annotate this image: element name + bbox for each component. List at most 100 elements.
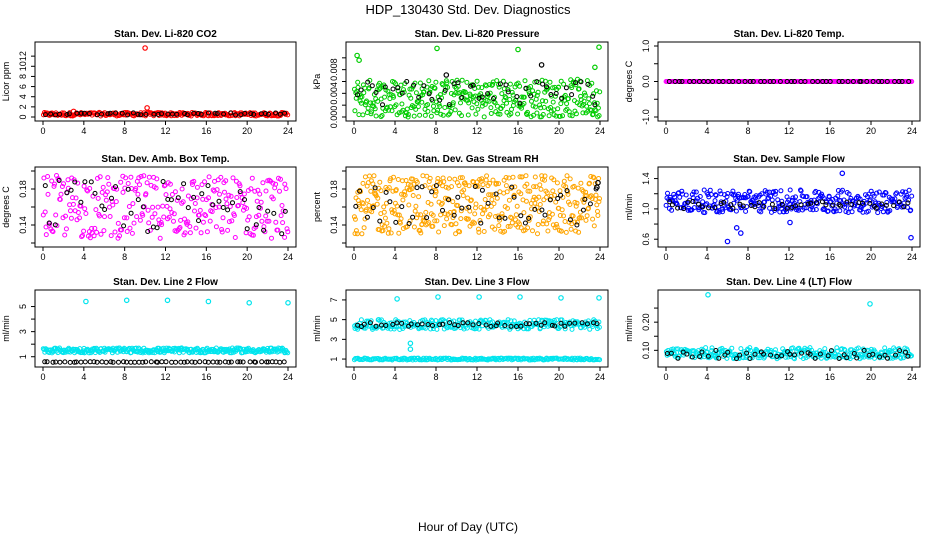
data-point <box>572 320 578 326</box>
data-point <box>534 92 540 98</box>
data-point <box>389 207 395 213</box>
data-point <box>263 213 269 219</box>
data-point <box>131 220 137 226</box>
data-point <box>840 187 845 193</box>
data-point <box>382 215 388 221</box>
data-point <box>67 359 73 365</box>
data-point <box>703 345 709 351</box>
data-point <box>121 215 127 221</box>
data-point <box>91 233 97 239</box>
data-point <box>773 188 779 194</box>
data-point <box>470 82 476 88</box>
data-point <box>143 111 149 117</box>
data-point <box>419 184 425 190</box>
data-point <box>99 111 104 117</box>
data-point <box>441 223 447 229</box>
data-point <box>121 359 126 365</box>
x-tick-label: 12 <box>472 252 482 262</box>
data-point <box>49 350 55 356</box>
data-point <box>219 229 225 235</box>
data-point <box>505 89 511 95</box>
data-point <box>867 200 873 206</box>
data-point <box>424 173 430 179</box>
x-tick-label: 12 <box>784 126 794 136</box>
data-point <box>808 200 814 206</box>
data-point <box>428 113 434 119</box>
data-point <box>446 102 452 108</box>
data-point <box>459 77 465 83</box>
data-point <box>478 220 484 226</box>
series-5-min <box>352 44 603 120</box>
data-point <box>519 105 524 111</box>
data-point <box>517 174 523 180</box>
data-point <box>417 228 423 234</box>
data-point <box>105 175 111 181</box>
data-point <box>455 203 461 209</box>
data-point <box>838 203 843 209</box>
data-point <box>82 206 88 212</box>
data-point <box>671 191 677 197</box>
data-point <box>725 349 731 355</box>
data-point <box>562 323 568 329</box>
data-point <box>454 77 460 83</box>
data-point <box>494 195 500 201</box>
data-point <box>204 229 210 235</box>
data-point <box>433 79 439 85</box>
data-point <box>464 79 470 85</box>
data-point <box>517 83 523 89</box>
y-tick-label: 1.0 <box>641 203 651 216</box>
data-point <box>574 200 580 206</box>
data-point <box>128 174 134 180</box>
data-point <box>879 201 885 207</box>
data-point <box>683 192 689 198</box>
data-point <box>57 111 63 117</box>
data-point <box>387 178 393 184</box>
data-point <box>383 323 389 328</box>
data-point <box>57 197 63 202</box>
data-point <box>725 353 731 358</box>
data-point <box>452 176 458 182</box>
data-point <box>225 207 231 213</box>
x-tick-label: 4 <box>704 126 709 136</box>
data-point <box>909 193 915 199</box>
data-point <box>93 207 99 213</box>
data-point <box>905 200 911 206</box>
y-tick-label: 3 <box>329 337 339 342</box>
x-tick-label: 16 <box>201 372 211 382</box>
data-point <box>197 207 203 213</box>
data-point <box>353 228 359 234</box>
data-point <box>549 322 555 328</box>
data-point <box>192 359 198 365</box>
x-tick-label: 0 <box>40 252 45 262</box>
data-point <box>532 104 538 110</box>
data-point <box>465 195 471 201</box>
data-point <box>750 79 756 84</box>
data-point <box>73 359 79 365</box>
data-point <box>673 346 679 352</box>
data-point <box>456 183 462 189</box>
data-point <box>460 356 466 362</box>
data-point <box>476 321 482 327</box>
data-point <box>444 80 450 86</box>
data-point <box>277 359 283 365</box>
data-point <box>195 111 201 116</box>
x-tick-label: 8 <box>433 252 438 262</box>
y-axis-label: ml/min <box>1 315 11 342</box>
data-point <box>861 347 867 353</box>
data-point <box>220 205 226 210</box>
data-point <box>684 200 690 206</box>
data-point <box>380 228 386 234</box>
data-point <box>798 202 804 208</box>
data-point <box>445 84 451 90</box>
data-point <box>214 111 220 117</box>
data-point <box>480 182 486 188</box>
data-point <box>415 212 421 218</box>
data-point <box>482 207 488 213</box>
data-point <box>266 218 272 224</box>
data-point <box>870 79 876 84</box>
data-point <box>580 207 586 213</box>
data-point <box>200 219 206 225</box>
y-tick-label: 1 <box>18 354 28 359</box>
series-hourly <box>355 320 600 329</box>
data-point <box>391 94 396 100</box>
